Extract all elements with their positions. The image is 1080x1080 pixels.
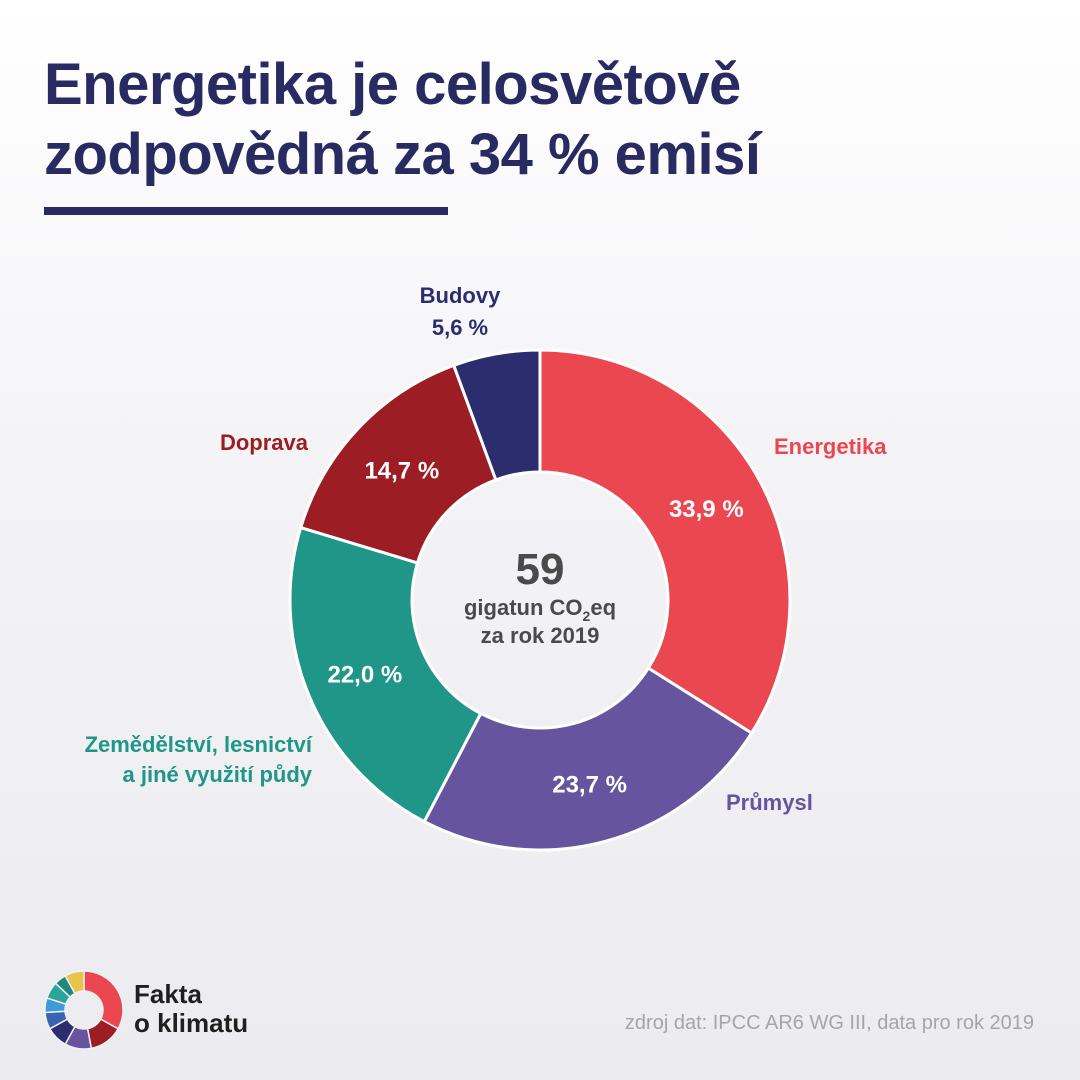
center-unit-suffix: eq xyxy=(590,595,616,620)
title-line-2: zodpovědná za 34 % emisí xyxy=(44,122,761,187)
value-label-prumysl: 23,7 % xyxy=(552,771,627,798)
value-label-budovy: 5,6 % xyxy=(432,315,488,340)
center-unit: gigatun CO2eq xyxy=(464,595,616,624)
title-underline xyxy=(44,207,448,215)
logo-segment xyxy=(64,970,85,995)
brand-name-line-2: o klimatu xyxy=(134,1008,249,1038)
chart-slices xyxy=(288,348,792,852)
value-label-doprava: 14,7 % xyxy=(364,458,439,485)
category-label-budovy: Budovy xyxy=(420,283,501,308)
logo-segment xyxy=(83,970,124,1030)
chart-category-labels: Energetika Průmysl Zemědělství, lesnictví a… xyxy=(85,283,888,815)
logo-ring xyxy=(44,970,124,1050)
category-label-doprava: Doprava xyxy=(220,430,309,455)
category-label-zemedelstvi-lesnictvi-a-jine-vyuziti-pudy-line-1: Zemědělství, lesnictví xyxy=(85,732,313,757)
title-line-1: Energetika je celosvětově xyxy=(44,52,741,117)
chart-center: 59 gigatun CO2eq za rok 2019 xyxy=(464,545,616,648)
data-source: zdroj dat: IPCC AR6 WG III, data pro rok… xyxy=(624,1012,1034,1034)
slice-zemedelstvi-lesnictvi-a-jine-vyuziti-pudy xyxy=(288,525,483,824)
brand-name-line-1: Fakta xyxy=(134,979,202,1009)
page-title: Energetika je celosvětově zodpovědná za … xyxy=(44,50,1044,190)
value-label-zemedelstvi-lesnictvi-a-jine-vyuziti-pudy: 22,0 % xyxy=(327,662,402,689)
category-label-prumysl: Průmysl xyxy=(726,790,813,815)
center-total: 59 xyxy=(516,545,565,594)
fakta-o-klimatu-logo-icon xyxy=(44,970,124,1050)
center-year: za rok 2019 xyxy=(481,623,600,648)
slice-energetika xyxy=(538,348,792,736)
center-unit-prefix: gigatun CO xyxy=(464,595,583,620)
category-label-energetika: Energetika xyxy=(774,434,887,459)
value-label-energetika: 33,9 % xyxy=(669,496,744,523)
slice-prumysl xyxy=(422,666,754,852)
slice-budovy xyxy=(451,348,542,482)
chart-value-labels: 33,9 % 23,7 % 22,0 % 14,7 % xyxy=(327,458,743,799)
center-unit-subscript: 2 xyxy=(583,608,591,624)
slice-doprava xyxy=(298,363,498,565)
brand-name: Fakta o klimatu xyxy=(134,980,248,1038)
category-label-zemedelstvi-lesnictvi-a-jine-vyuziti-pudy-line-2: a jiné využití půdy xyxy=(123,762,313,787)
